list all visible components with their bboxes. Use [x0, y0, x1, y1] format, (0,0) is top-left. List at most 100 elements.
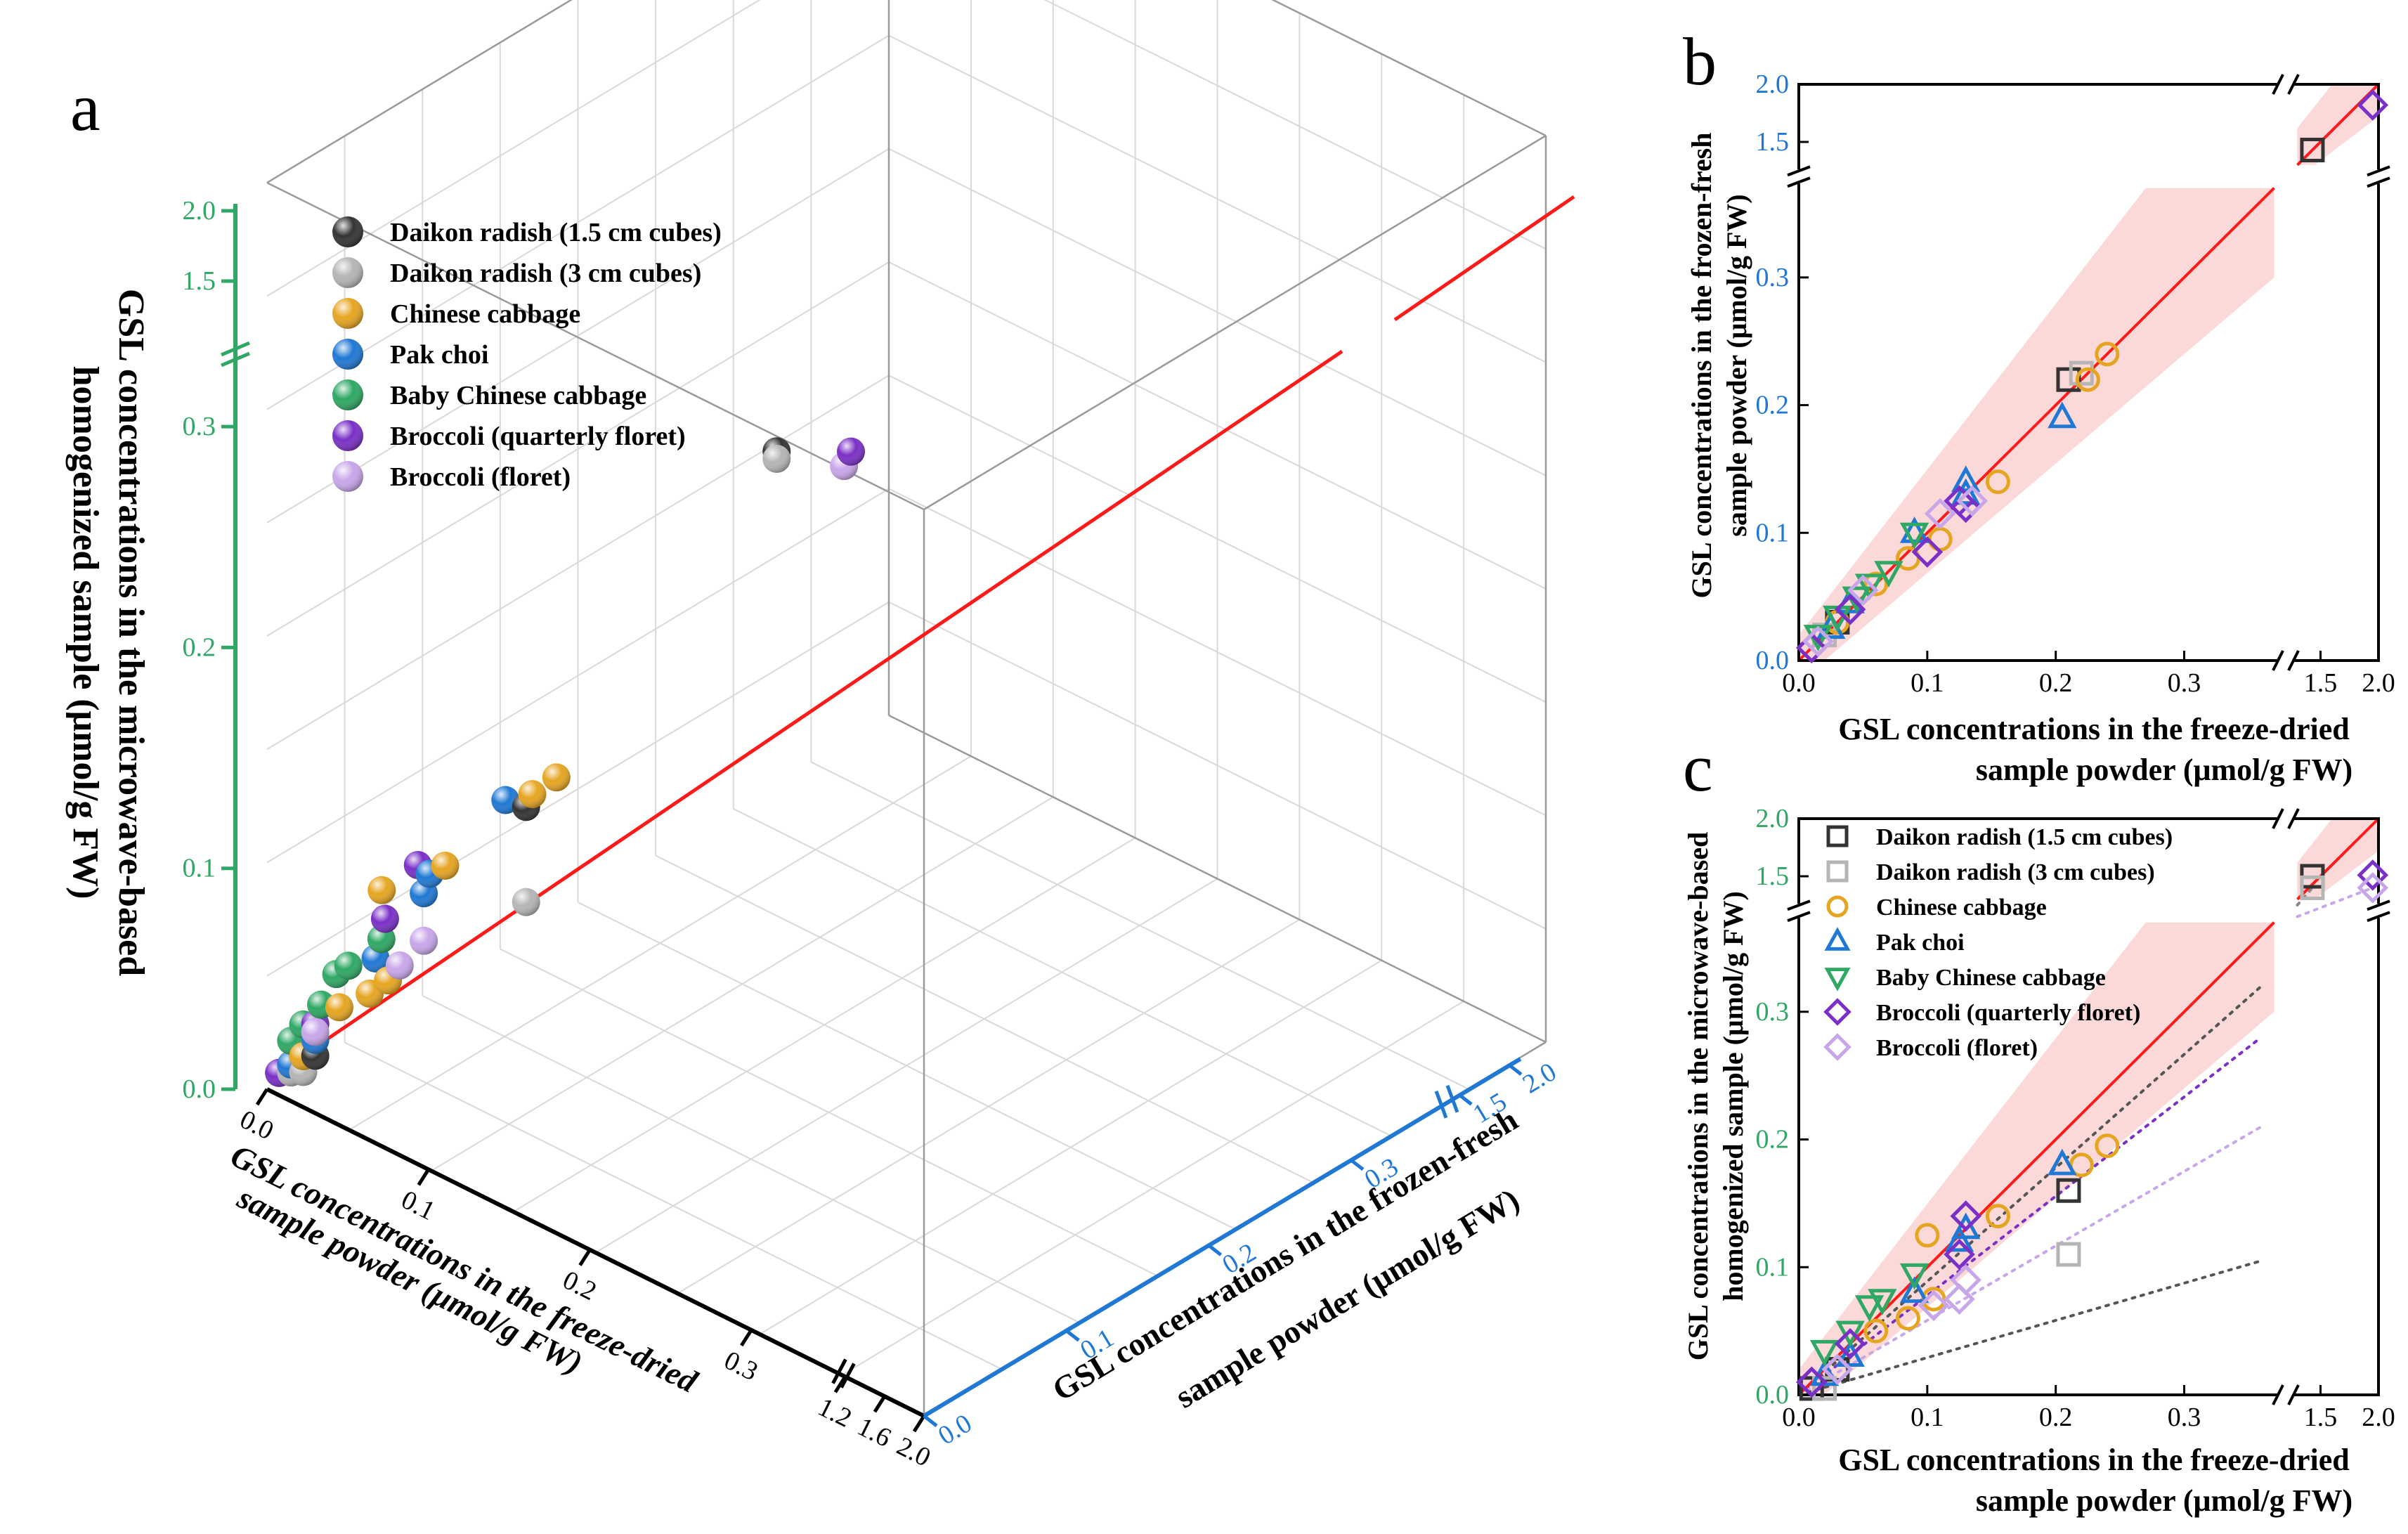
sphere-shade — [370, 904, 399, 933]
z-tick-label: 1.5 — [183, 266, 216, 296]
x-tick — [833, 1375, 847, 1393]
legend-label: Broccoli (floret) — [1876, 1035, 2038, 1061]
legend-sphere-shade — [332, 216, 363, 247]
marker-diamond-broccoli_floret — [1821, 1353, 1854, 1385]
x-tick-label: 0.3 — [2168, 668, 2201, 698]
y-tick-label: 0.1 — [1756, 518, 1790, 547]
legend-item-pak_choi: Pak choi — [1824, 927, 1965, 956]
y-tick-label: 0.2 — [1756, 391, 1790, 420]
sphere-point-daikon_3 — [512, 888, 540, 916]
sphere-point-broccoli_quarterly — [836, 437, 865, 466]
sphere-shade — [410, 926, 438, 955]
dotted-regression-line — [1797, 984, 2263, 1396]
y-tick-label: 0.0 — [933, 1408, 977, 1450]
z-tick-label: 0.2 — [183, 632, 216, 662]
y-tick — [1349, 1158, 1365, 1171]
plot-frame — [1797, 83, 2380, 662]
x-tick-label: 0.3 — [2168, 1403, 2201, 1432]
panel-a-grid — [266, 0, 1547, 1417]
x-tick-label: 0.0 — [1782, 1403, 1816, 1432]
marker-circle-chinese_cabbage — [1985, 1204, 2010, 1229]
sphere-shade — [518, 780, 547, 809]
x-break — [840, 1363, 856, 1389]
legend-label: Pak choi — [1876, 930, 1965, 956]
x-tick — [873, 1395, 887, 1413]
marker-diamond-broccoli_quarterly — [1834, 594, 1866, 625]
plot-frame — [1797, 817, 2380, 1396]
axis-break-slash — [2272, 808, 2284, 829]
grid-line — [810, 761, 1469, 1090]
panel-c-x-title-line1: GSL concentrations in the freeze-dried — [1838, 1443, 2350, 1477]
z-tick-label: 0.0 — [183, 1074, 216, 1104]
legend-label: Daikon radish (1.5 cm cubes) — [1876, 824, 2173, 850]
y-tick-label: 0.0 — [1756, 646, 1790, 675]
marker-triangle-down-baby_chinese_cabbage — [1899, 1263, 1929, 1290]
x-tick — [417, 1168, 430, 1186]
axis-break-slash — [2367, 899, 2390, 911]
axis-break-slash — [1787, 899, 1811, 911]
panel-c-plot: 0.00.0 0.1 0.1 0.2 0.2 0.3 0.3 1.5 1.5 2.0 2.0 — [1756, 804, 2395, 1432]
axis-break-slash — [2272, 1384, 2284, 1405]
marker-triangle-down-baby_chinese_cabbage — [1824, 968, 1851, 992]
panel-a-fit-line — [273, 195, 1575, 1077]
marker-triangle-up-pak_choi — [1899, 516, 1929, 543]
x-tick-label: 1.5 — [2304, 668, 2338, 698]
panel-label-b: b — [1683, 24, 1717, 99]
y-tick-label: 0.3 — [1756, 263, 1790, 292]
dotted-regression-line — [2296, 886, 2314, 906]
legend-item-baby_chinese_cabbage: Baby Chinese cabbage — [332, 379, 646, 410]
marker-triangle-up-pak_choi — [1951, 478, 1981, 505]
axis-break-slash — [1787, 165, 1811, 177]
panel-b-scatter: b 0.00.0 0.1 0.1 0.2 0.2 0.3 0.3 1.5 1.5 2.0 2.0 G… — [1683, 24, 2395, 787]
y-tick-label: 1.5 — [1756, 127, 1790, 157]
marker-triangle-down-baby_chinese_cabbage — [1854, 1295, 1885, 1322]
fit-line-low — [1797, 921, 2275, 1396]
x-tick-label: 2.0 — [2362, 668, 2395, 698]
z-break — [221, 341, 250, 357]
legend-item-pak_choi: Pak choi — [332, 339, 488, 370]
panel-a-axes: 0.00.10.20.31.21.62.00.00.10.20.31.52.00… — [183, 196, 1562, 1473]
y-tick-label: 0.0 — [1756, 1380, 1790, 1410]
panel-a-3d-scatter: a 0.00.10.20.31.21.62.00.00.10.20.31.52.… — [65, 0, 1575, 1473]
legend-sphere-shade — [332, 420, 363, 451]
y-tick — [1207, 1243, 1223, 1256]
marker-square-daikon_3 — [2056, 1242, 2081, 1267]
marker-triangle-down-baby_chinese_cabbage — [1854, 573, 1885, 601]
sphere-point-broccoli_floret — [410, 926, 438, 955]
x-tick-label: 2.0 — [892, 1431, 935, 1473]
sphere-shade — [367, 876, 396, 904]
fit-line-low — [1797, 187, 2275, 662]
y-tick-label: 0.3 — [1756, 997, 1790, 1027]
marker-triangle-down-baby_chinese_cabbage — [1835, 1320, 1865, 1348]
marker-diamond-broccoli_floret — [1918, 1289, 1950, 1322]
box-edge — [1271, 0, 1547, 137]
axis-break-slash — [1787, 176, 1811, 188]
marker-diamond-broccoli_quarterly — [1823, 998, 1851, 1026]
axis-break-slash — [2272, 650, 2284, 671]
marker-square-daikon_15 — [1826, 825, 1849, 847]
panel-a-points — [265, 437, 865, 1087]
grid-line — [266, 34, 890, 410]
panel-c-y-title-line2: homogenized sample (μmol/g FW) — [1717, 891, 1749, 1301]
grid-line — [677, 918, 1300, 1294]
legend-label: Daikon radish (3 cm cubes) — [390, 259, 701, 288]
marker-square-daikon_3 — [2069, 360, 2094, 386]
panel-c-x-title-line2: sample powder (μmol/g FW) — [1976, 1483, 2352, 1518]
grid-line — [578, 902, 1235, 1230]
marker-square-daikon_3 — [2300, 875, 2325, 900]
sphere-point-broccoli_floret — [301, 1018, 330, 1046]
marker-diamond-broccoli_quarterly — [1795, 1366, 1828, 1398]
marker-diamond-broccoli_quarterly — [1944, 1238, 1975, 1270]
axis-break-gap — [2279, 656, 2293, 665]
marker-circle-chinese_cabbage — [2075, 367, 2100, 392]
marker-triangle-up-pak_choi — [1951, 465, 1981, 493]
legend-label: Broccoli (quarterly floret) — [1876, 1000, 2140, 1026]
marker-diamond-broccoli_quarterly — [1944, 485, 1975, 517]
x-tick-label: 0.2 — [2039, 1403, 2073, 1432]
panel-label-a: a — [70, 70, 100, 145]
axis-break-slash — [2367, 911, 2390, 923]
marker-circle-chinese_cabbage — [1915, 1223, 1940, 1248]
x-tick-label: 0.1 — [1911, 1403, 1944, 1432]
sphere-point-broccoli_quarterly — [370, 904, 399, 933]
y-tick-label: 2.0 — [1756, 70, 1790, 99]
